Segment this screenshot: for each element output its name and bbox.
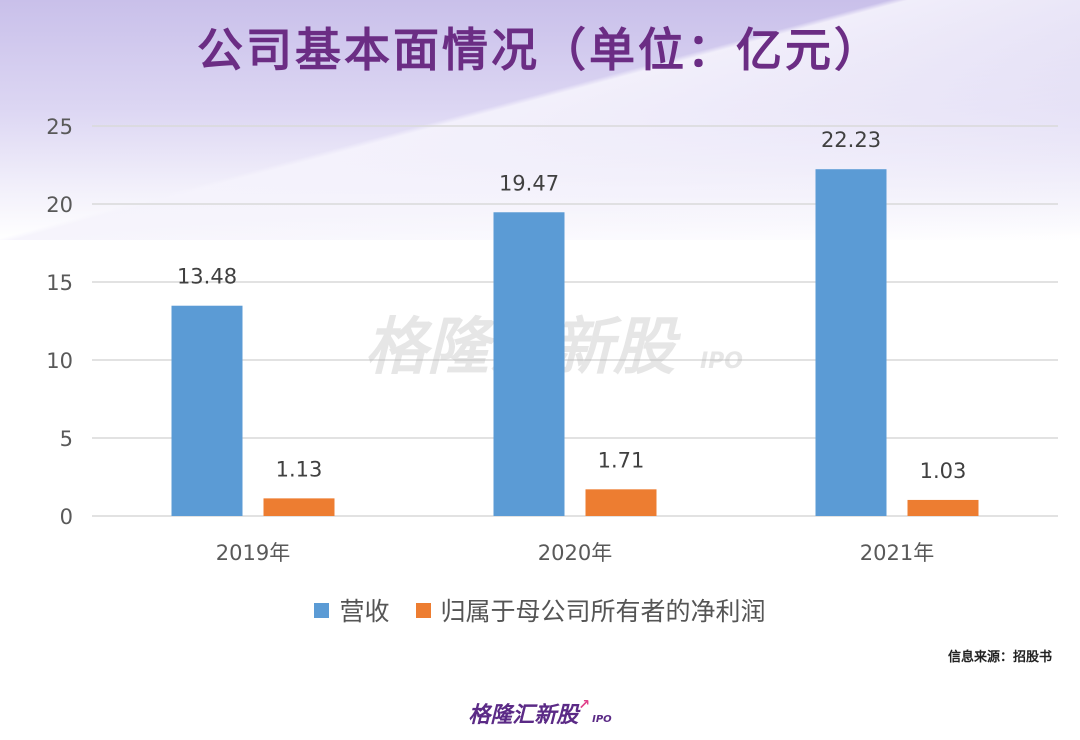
- legend-item-net-profit: 归属于母公司所有者的净利润: [415, 592, 766, 628]
- x-tick-label: 2020年: [538, 541, 612, 565]
- bar-revenue: [171, 305, 243, 516]
- data-label: 1.13: [276, 457, 323, 481]
- y-tick-label: 25: [46, 115, 73, 139]
- chart-title: 公司基本面情况（单位：亿元）: [197, 23, 883, 77]
- trend-arrow-icon: ↗: [578, 697, 591, 713]
- legend-label-revenue: 营收: [339, 597, 390, 626]
- bar-net-profit: [907, 499, 979, 516]
- bar-revenue: [815, 169, 887, 516]
- header-highlight: [0, 0, 1080, 240]
- y-tick-label: 15: [46, 271, 73, 295]
- y-tick-label: 10: [46, 349, 73, 373]
- legend-label-net-profit: 归属于母公司所有者的净利润: [440, 597, 766, 626]
- logo-suffix: IPO: [592, 714, 612, 725]
- data-label: 1.71: [598, 448, 645, 472]
- legend-swatch-net-profit: [415, 602, 431, 618]
- source-note: 信息来源：招股书: [947, 650, 1052, 665]
- data-label: 19.47: [499, 171, 559, 195]
- x-tick-label: 2021年: [860, 541, 934, 565]
- data-label: 1.03: [920, 459, 967, 483]
- brand-logo: 格隆汇新股↗IPO: [0, 697, 1080, 729]
- chart-legend: 营收 归属于母公司所有者的净利润: [0, 592, 1080, 628]
- data-label: 13.48: [177, 265, 237, 289]
- bar-net-profit: [263, 498, 335, 516]
- legend-item-revenue: 营收: [314, 592, 390, 628]
- watermark-suffix: IPO: [700, 349, 743, 374]
- legend-swatch-revenue: [314, 602, 330, 618]
- y-tick-label: 20: [46, 193, 73, 217]
- bar-revenue: [493, 212, 565, 516]
- data-label: 22.23: [821, 128, 881, 152]
- x-tick-label: 2019年: [216, 541, 290, 565]
- y-tick-label: 0: [60, 505, 73, 529]
- bar-net-profit: [585, 489, 657, 516]
- logo-text: 格隆汇新股: [468, 703, 579, 728]
- y-tick-label: 5: [60, 427, 73, 451]
